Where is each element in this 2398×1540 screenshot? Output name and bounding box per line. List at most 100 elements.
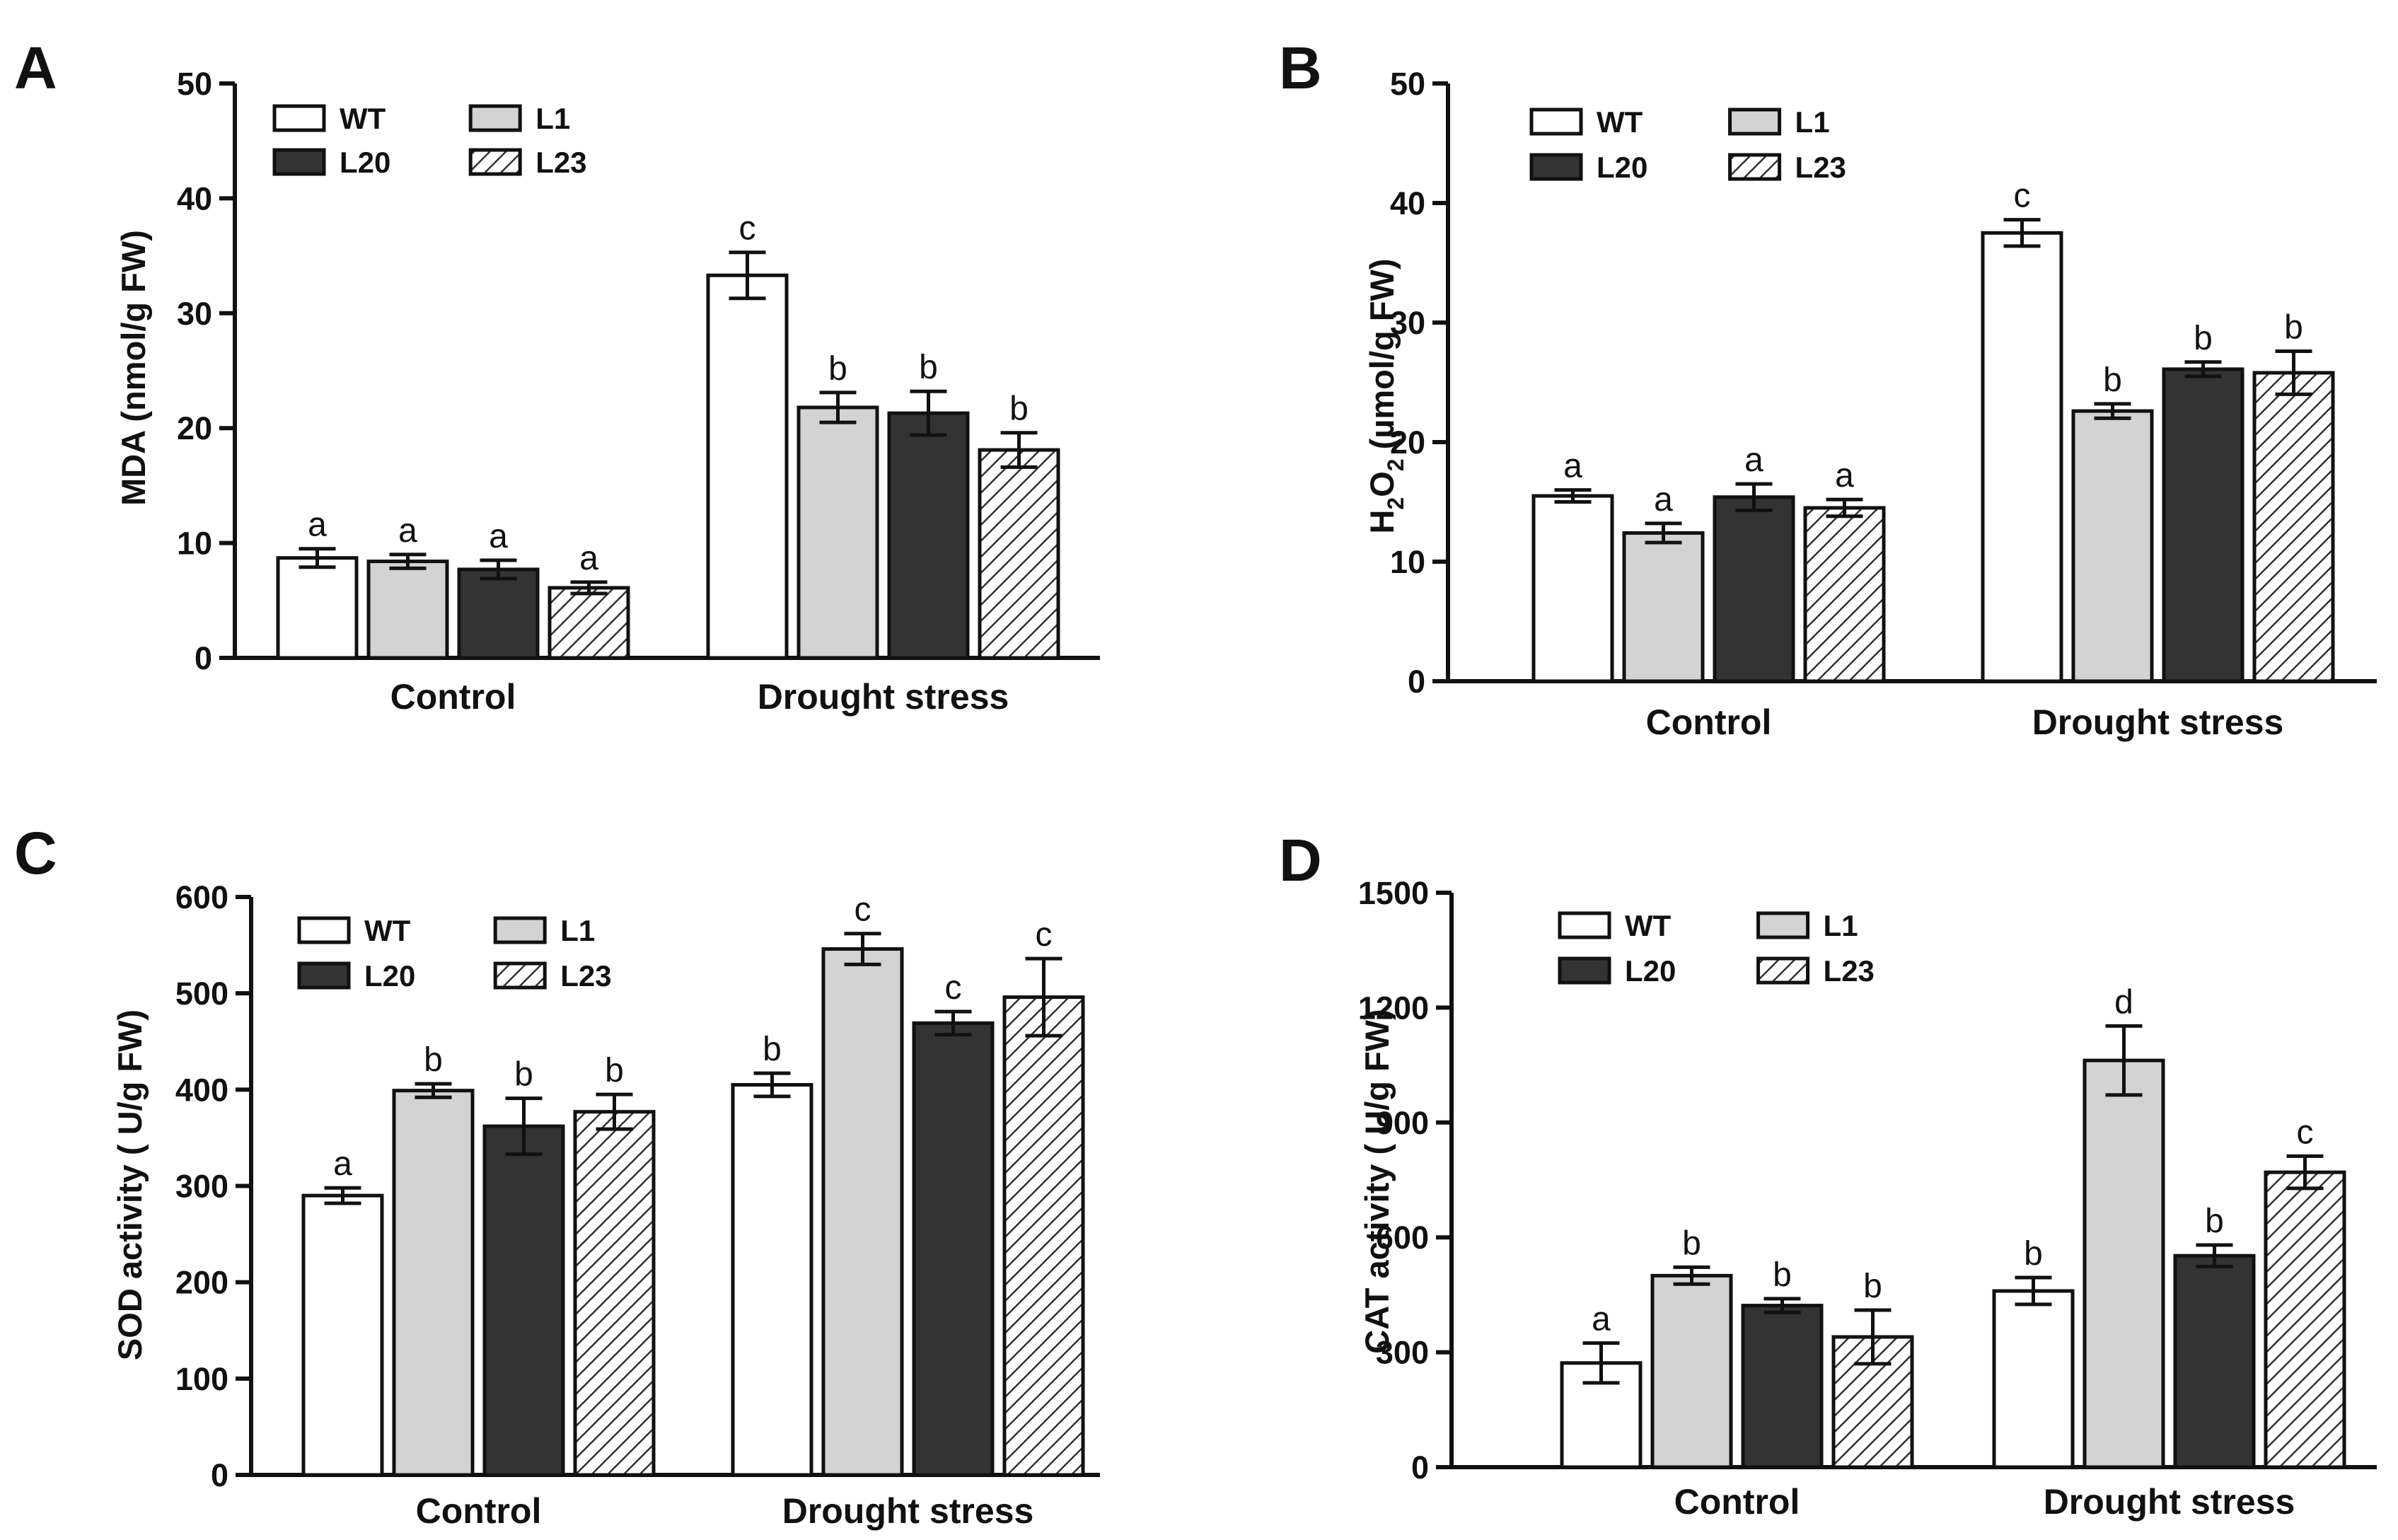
y-axis-label: H2O2 (µmol/g FW) bbox=[1363, 258, 1408, 533]
panels: A 0 10 20 30 40 50 MDA (nmol/g FW) a a a a Control c b… bbox=[14, 35, 2377, 1531]
legend-swatch bbox=[1728, 153, 1782, 181]
y-tick-label: 1500 bbox=[1358, 875, 1429, 911]
legend-swatch bbox=[1529, 153, 1583, 181]
legend-item-L1: L1 bbox=[1728, 105, 1830, 139]
significance-letter: b bbox=[1682, 1225, 1701, 1262]
bar-WT-drought bbox=[1981, 231, 2063, 683]
significance-letter: a bbox=[579, 540, 598, 577]
panel-D: D 0 300 600 900 1200 1500 CAT activity ( U/g FW… bbox=[1279, 827, 2377, 1522]
bar-L1-control bbox=[1622, 531, 1705, 683]
x-category-label: Drought stress bbox=[2032, 702, 2284, 742]
significance-letter: b bbox=[2024, 1235, 2043, 1273]
legend-label: L1 bbox=[560, 914, 595, 947]
legend-swatch bbox=[272, 104, 326, 132]
significance-letter: b bbox=[919, 349, 938, 386]
y-tick-label: 0 bbox=[1411, 1449, 1429, 1486]
y-tick-label: 100 bbox=[175, 1361, 228, 1397]
y-tick-label: 20 bbox=[1390, 424, 1425, 461]
legend-item-WT: WT bbox=[297, 914, 411, 947]
legend-swatch bbox=[1558, 911, 1611, 939]
legend-swatch bbox=[1756, 956, 1810, 985]
significance-letter: a bbox=[489, 518, 508, 555]
legend-label: WT bbox=[1597, 105, 1643, 139]
significance-letter: b bbox=[1773, 1256, 1792, 1294]
legend-label: L1 bbox=[1824, 909, 1858, 942]
bar-L1-control bbox=[1650, 1273, 1733, 1469]
significance-letter: b bbox=[2205, 1203, 2224, 1240]
significance-letter: b bbox=[2103, 361, 2122, 399]
y-tick-label: 1200 bbox=[1358, 990, 1429, 1026]
bar-L23-drought bbox=[978, 448, 1060, 660]
legend-label: L20 bbox=[1625, 954, 1676, 988]
significance-letter: b bbox=[1009, 390, 1029, 428]
significance-letter: c bbox=[2297, 1113, 2314, 1151]
significance-letter: a bbox=[1835, 457, 1854, 494]
legend-label: L23 bbox=[535, 146, 586, 179]
bar-L20-drought bbox=[2162, 367, 2244, 683]
y-axis-label: MDA (nmol/g FW) bbox=[115, 230, 152, 506]
y-tick-label: 400 bbox=[175, 1072, 228, 1108]
legend-item-L20: L20 bbox=[1529, 151, 1647, 184]
legend-item-L20: L20 bbox=[297, 959, 415, 992]
panel-A: A 0 10 20 30 40 50 MDA (nmol/g FW) a a a a Control c b… bbox=[14, 35, 1100, 717]
legend-swatch bbox=[1529, 108, 1583, 136]
legend-swatch bbox=[468, 104, 522, 132]
y-tick-label: 40 bbox=[177, 180, 212, 216]
legend-label: WT bbox=[364, 914, 411, 947]
y-tick-label: 300 bbox=[175, 1169, 228, 1205]
significance-letter: c bbox=[855, 891, 871, 929]
bar-L20-drought bbox=[2173, 1254, 2256, 1469]
y-tick-label: 900 bbox=[1376, 1105, 1429, 1141]
significance-letter: a bbox=[308, 506, 327, 544]
significance-letter: a bbox=[333, 1145, 352, 1183]
legend-swatch bbox=[297, 961, 351, 990]
legend-item-L20: L20 bbox=[1558, 954, 1676, 988]
significance-letter: b bbox=[1863, 1268, 1882, 1305]
y-tick-label: 300 bbox=[1376, 1335, 1429, 1371]
legend-label: L23 bbox=[1824, 954, 1875, 988]
bar-L1-control bbox=[392, 1089, 475, 1477]
significance-letter: b bbox=[2284, 309, 2303, 347]
bar-L20-control bbox=[1741, 1304, 1824, 1469]
y-tick-label: 20 bbox=[177, 410, 212, 446]
legend-label: L20 bbox=[340, 146, 390, 179]
y-tick-label: 600 bbox=[1376, 1220, 1429, 1256]
x-category-label: Control bbox=[1646, 702, 1772, 742]
legend-label: L23 bbox=[1795, 151, 1846, 184]
legend-label: L1 bbox=[1795, 105, 1830, 139]
y-tick-label: 10 bbox=[177, 526, 212, 562]
bar-L20-control bbox=[457, 567, 540, 660]
bar-L23-drought bbox=[2264, 1170, 2346, 1469]
significance-letter: b bbox=[2194, 320, 2213, 357]
significance-letter: a bbox=[1592, 1301, 1611, 1338]
significance-letter: b bbox=[424, 1041, 443, 1079]
y-tick-label: 10 bbox=[1390, 544, 1425, 580]
y-tick-label: 600 bbox=[175, 879, 228, 915]
significance-letter: b bbox=[828, 350, 847, 388]
legend-label: L23 bbox=[560, 959, 611, 992]
bar-L20-drought bbox=[887, 411, 970, 660]
panel-B: B 0 10 20 30 40 50 H2O2 (µmol/g FW) a a a a Control c… bbox=[1279, 35, 2377, 742]
x-category-label: Control bbox=[390, 677, 516, 717]
legend-label: WT bbox=[340, 102, 386, 135]
bar-WT-control bbox=[301, 1193, 384, 1477]
y-tick-label: 0 bbox=[195, 640, 212, 676]
y-tick-label: 30 bbox=[177, 296, 212, 332]
legend-swatch bbox=[1558, 956, 1611, 985]
legend-swatch bbox=[272, 148, 326, 176]
x-category-label: Drought stress bbox=[782, 1491, 1034, 1531]
significance-letter: b bbox=[605, 1052, 624, 1089]
significance-letter: b bbox=[763, 1031, 782, 1068]
legend-swatch bbox=[1756, 911, 1810, 939]
y-tick-label: 30 bbox=[1390, 305, 1425, 341]
bar-L23-control bbox=[1803, 506, 1886, 683]
bar-L23-drought bbox=[2252, 371, 2335, 683]
bar-WT-control bbox=[276, 556, 359, 660]
legend-item-WT: WT bbox=[1558, 909, 1672, 942]
bar-L1-drought bbox=[2083, 1058, 2165, 1469]
bar-L20-control bbox=[1713, 495, 1795, 683]
bar-WT-drought bbox=[706, 273, 789, 660]
significance-letter: a bbox=[1744, 441, 1763, 479]
y-tick-label: 40 bbox=[1390, 185, 1425, 221]
